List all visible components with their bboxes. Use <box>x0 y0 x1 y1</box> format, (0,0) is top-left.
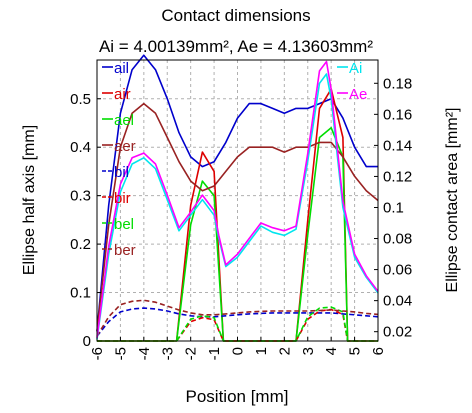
series-line-bil <box>96 307 379 337</box>
x-tick-label: -5 <box>112 347 129 360</box>
left-axis-ticks: 0 0.1 0.2 0.3 0.4 0.5 <box>70 91 101 350</box>
x-tick-label: -4 <box>136 347 153 360</box>
y-left-tick-label: 0.2 <box>70 236 91 253</box>
series-line-bir <box>97 308 378 342</box>
series-line-ai <box>96 73 379 340</box>
x-tick-label: -2 <box>183 347 200 360</box>
x-tick-label: 6 <box>370 347 387 355</box>
legend-label-ai: Ai <box>349 60 362 77</box>
y-axis-left-label: Ellipse half axis [mm] <box>21 125 38 275</box>
y-right-tick-label: 0.16 <box>383 106 412 123</box>
x-tick-label: 1 <box>253 347 270 355</box>
x-axis-ticks: -6 -5 -4 -3 -2 -1 0 1 2 3 4 5 6 <box>89 337 387 360</box>
y-right-tick-label: 0.04 <box>383 293 412 310</box>
x-tick-label: -3 <box>159 347 176 360</box>
x-tick-label: -1 <box>206 347 223 360</box>
y-left-tick-label: 0.3 <box>70 188 91 205</box>
series-line-ber <box>96 299 379 337</box>
right-axis-ticks: 0.02 0.04 0.06 0.08 0.1 0.12 0.14 0.16 0.18 <box>374 75 412 341</box>
y-right-tick-label: 0.18 <box>383 75 412 92</box>
y-right-tick-label: 0.14 <box>383 137 412 154</box>
x-tick-label: 0 <box>230 347 247 355</box>
legend-label-bil: bil <box>114 164 129 181</box>
legend-label-ael: ael <box>114 112 134 129</box>
x-tick-label: 5 <box>347 347 364 355</box>
chart-title: Contact dimensions <box>161 6 310 25</box>
legend-label-bel: bel <box>114 216 134 233</box>
series-line-ae <box>96 60 379 339</box>
y-right-tick-label: 0.06 <box>383 262 412 279</box>
legend-label-ae: Ae <box>349 86 367 103</box>
series-line-aer <box>96 102 379 332</box>
y-left-tick-label: 0 <box>83 333 91 350</box>
legend-label-aer: aer <box>114 138 136 155</box>
x-tick-label: 4 <box>323 347 340 355</box>
y-right-tick-label: 0.08 <box>383 231 412 248</box>
chart-subtitle: Ai = 4.00139mm², Ae = 4.13603mm² <box>99 37 373 56</box>
legend-label-ail: ail <box>114 60 129 77</box>
legend-label-ber: ber <box>114 242 136 259</box>
legend-right: Ai Ae <box>337 60 367 103</box>
x-tick-label: 3 <box>300 347 317 355</box>
x-tick-label: -6 <box>89 347 106 360</box>
x-axis-label: Position [mm] <box>186 387 289 406</box>
x-tick-label: 2 <box>276 347 293 355</box>
y-right-tick-label: 0.1 <box>383 199 404 216</box>
grid <box>96 60 379 342</box>
y-right-tick-label: 0.12 <box>383 168 412 185</box>
legend-label-bir: bir <box>114 190 131 207</box>
legend-label-air: air <box>114 86 131 103</box>
legend-left: ail air ael aer bil bir bel ber <box>102 60 136 259</box>
y-axis-right-label: Ellipse contact area [mm²] <box>444 108 461 293</box>
y-right-tick-label: 0.02 <box>383 324 412 341</box>
y-left-tick-label: 0.1 <box>70 285 91 302</box>
y-left-tick-label: 0.5 <box>70 91 91 108</box>
y-left-tick-label: 0.4 <box>70 139 91 156</box>
